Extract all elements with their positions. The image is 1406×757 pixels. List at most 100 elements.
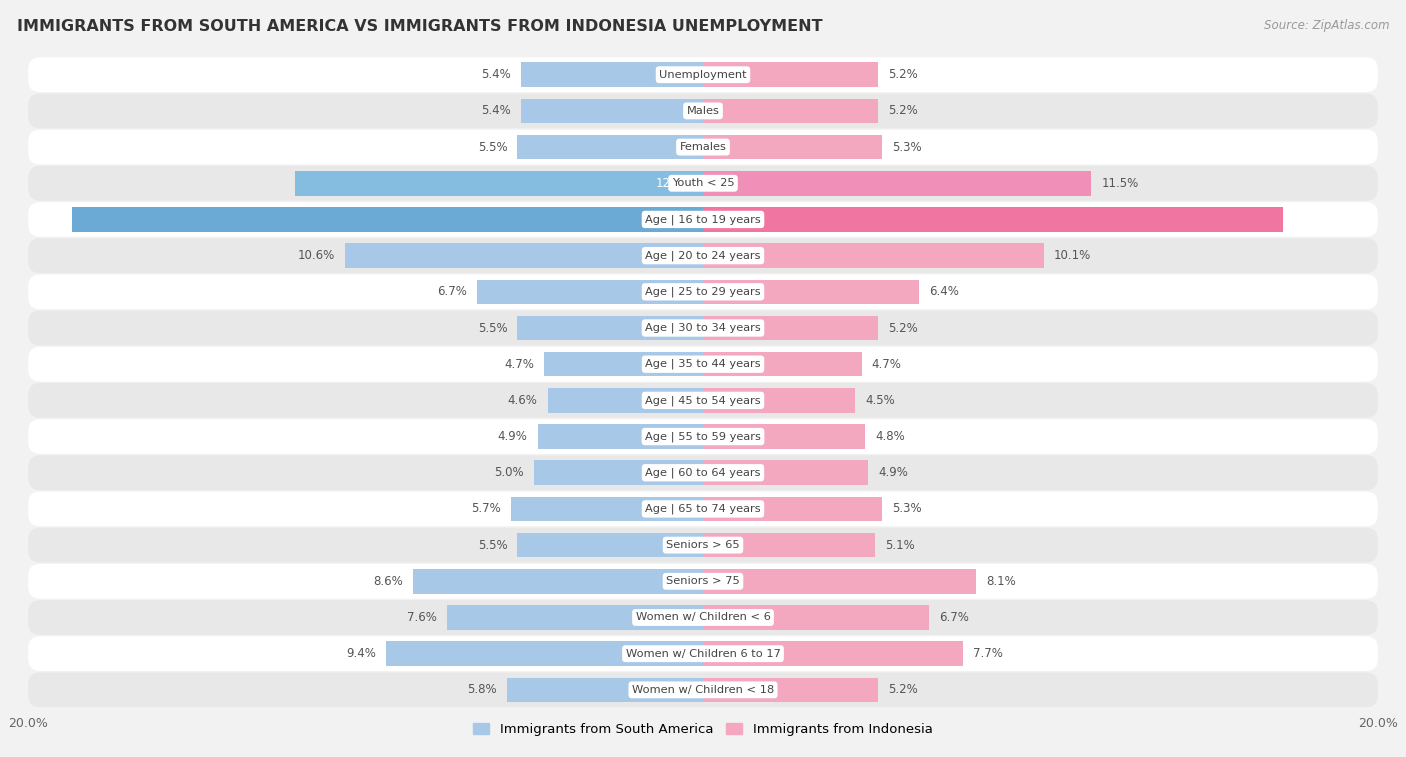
Text: Females: Females [679, 142, 727, 152]
Text: 18.7%: 18.7% [655, 213, 693, 226]
Bar [510, 497, 703, 522]
FancyBboxPatch shape [28, 238, 1378, 273]
Text: Age | 65 to 74 years: Age | 65 to 74 years [645, 503, 761, 514]
Bar [346, 243, 703, 268]
Text: 5.1%: 5.1% [886, 539, 915, 552]
Bar [703, 569, 976, 593]
Text: 5.2%: 5.2% [889, 684, 918, 696]
Text: 4.5%: 4.5% [865, 394, 894, 407]
Text: Age | 25 to 29 years: Age | 25 to 29 years [645, 287, 761, 297]
Bar [72, 207, 703, 232]
FancyBboxPatch shape [28, 419, 1378, 454]
Bar [477, 279, 703, 304]
Text: 5.4%: 5.4% [481, 68, 510, 81]
Bar [703, 98, 879, 123]
Text: 5.3%: 5.3% [891, 141, 921, 154]
Bar [520, 98, 703, 123]
Bar [703, 62, 879, 87]
Text: 11.5%: 11.5% [1101, 177, 1139, 190]
FancyBboxPatch shape [28, 166, 1378, 201]
Text: 4.9%: 4.9% [498, 430, 527, 443]
Bar [703, 207, 1284, 232]
Bar [703, 641, 963, 666]
FancyBboxPatch shape [28, 491, 1378, 526]
Bar [703, 678, 879, 702]
Bar [703, 388, 855, 413]
Text: 4.7%: 4.7% [872, 358, 901, 371]
Text: Age | 35 to 44 years: Age | 35 to 44 years [645, 359, 761, 369]
Text: 6.7%: 6.7% [437, 285, 467, 298]
FancyBboxPatch shape [28, 456, 1378, 490]
Bar [703, 316, 879, 341]
Bar [385, 641, 703, 666]
Text: Women w/ Children < 18: Women w/ Children < 18 [631, 685, 775, 695]
Text: 7.6%: 7.6% [406, 611, 436, 624]
FancyBboxPatch shape [28, 94, 1378, 128]
Text: Males: Males [686, 106, 720, 116]
Bar [537, 424, 703, 449]
Text: Seniors > 65: Seniors > 65 [666, 540, 740, 550]
Text: 4.7%: 4.7% [505, 358, 534, 371]
Text: Age | 45 to 54 years: Age | 45 to 54 years [645, 395, 761, 406]
Bar [295, 171, 703, 195]
Text: 4.8%: 4.8% [875, 430, 905, 443]
Text: 5.5%: 5.5% [478, 141, 508, 154]
FancyBboxPatch shape [28, 202, 1378, 237]
Text: Age | 55 to 59 years: Age | 55 to 59 years [645, 431, 761, 442]
Bar [517, 316, 703, 341]
Text: Unemployment: Unemployment [659, 70, 747, 79]
Bar [508, 678, 703, 702]
Bar [520, 62, 703, 87]
FancyBboxPatch shape [28, 637, 1378, 671]
Text: 5.5%: 5.5% [478, 322, 508, 335]
Text: Age | 16 to 19 years: Age | 16 to 19 years [645, 214, 761, 225]
Bar [703, 279, 920, 304]
Text: 5.2%: 5.2% [889, 322, 918, 335]
Text: 4.9%: 4.9% [879, 466, 908, 479]
Text: 8.6%: 8.6% [373, 575, 402, 587]
Text: Age | 30 to 34 years: Age | 30 to 34 years [645, 322, 761, 333]
Bar [703, 243, 1043, 268]
FancyBboxPatch shape [28, 528, 1378, 562]
FancyBboxPatch shape [28, 58, 1378, 92]
FancyBboxPatch shape [28, 129, 1378, 164]
FancyBboxPatch shape [28, 600, 1378, 635]
Text: Age | 60 to 64 years: Age | 60 to 64 years [645, 468, 761, 478]
FancyBboxPatch shape [28, 672, 1378, 707]
FancyBboxPatch shape [28, 310, 1378, 345]
Text: 5.5%: 5.5% [478, 539, 508, 552]
Bar [703, 497, 882, 522]
Text: Source: ZipAtlas.com: Source: ZipAtlas.com [1264, 19, 1389, 32]
Bar [703, 605, 929, 630]
Bar [703, 460, 869, 485]
Bar [413, 569, 703, 593]
Text: 12.1%: 12.1% [655, 177, 693, 190]
Text: Seniors > 75: Seniors > 75 [666, 576, 740, 587]
Text: 6.4%: 6.4% [929, 285, 959, 298]
Bar [703, 135, 882, 160]
Text: 7.7%: 7.7% [973, 647, 1002, 660]
FancyBboxPatch shape [28, 275, 1378, 309]
Text: Women w/ Children 6 to 17: Women w/ Children 6 to 17 [626, 649, 780, 659]
FancyBboxPatch shape [28, 347, 1378, 382]
Text: 10.1%: 10.1% [1054, 249, 1091, 262]
Bar [534, 460, 703, 485]
Bar [544, 352, 703, 376]
Text: 5.2%: 5.2% [889, 68, 918, 81]
Bar [447, 605, 703, 630]
Text: 5.8%: 5.8% [468, 684, 498, 696]
Text: 4.6%: 4.6% [508, 394, 537, 407]
Legend: Immigrants from South America, Immigrants from Indonesia: Immigrants from South America, Immigrant… [468, 718, 938, 741]
Text: Youth < 25: Youth < 25 [672, 178, 734, 188]
Bar [517, 533, 703, 557]
Bar [517, 135, 703, 160]
Text: 17.2%: 17.2% [713, 213, 751, 226]
Text: Women w/ Children < 6: Women w/ Children < 6 [636, 612, 770, 622]
Text: Age | 20 to 24 years: Age | 20 to 24 years [645, 251, 761, 261]
Text: 5.0%: 5.0% [495, 466, 524, 479]
Bar [703, 424, 865, 449]
Bar [703, 352, 862, 376]
Text: 5.2%: 5.2% [889, 104, 918, 117]
FancyBboxPatch shape [28, 564, 1378, 599]
Text: 5.7%: 5.7% [471, 503, 501, 516]
